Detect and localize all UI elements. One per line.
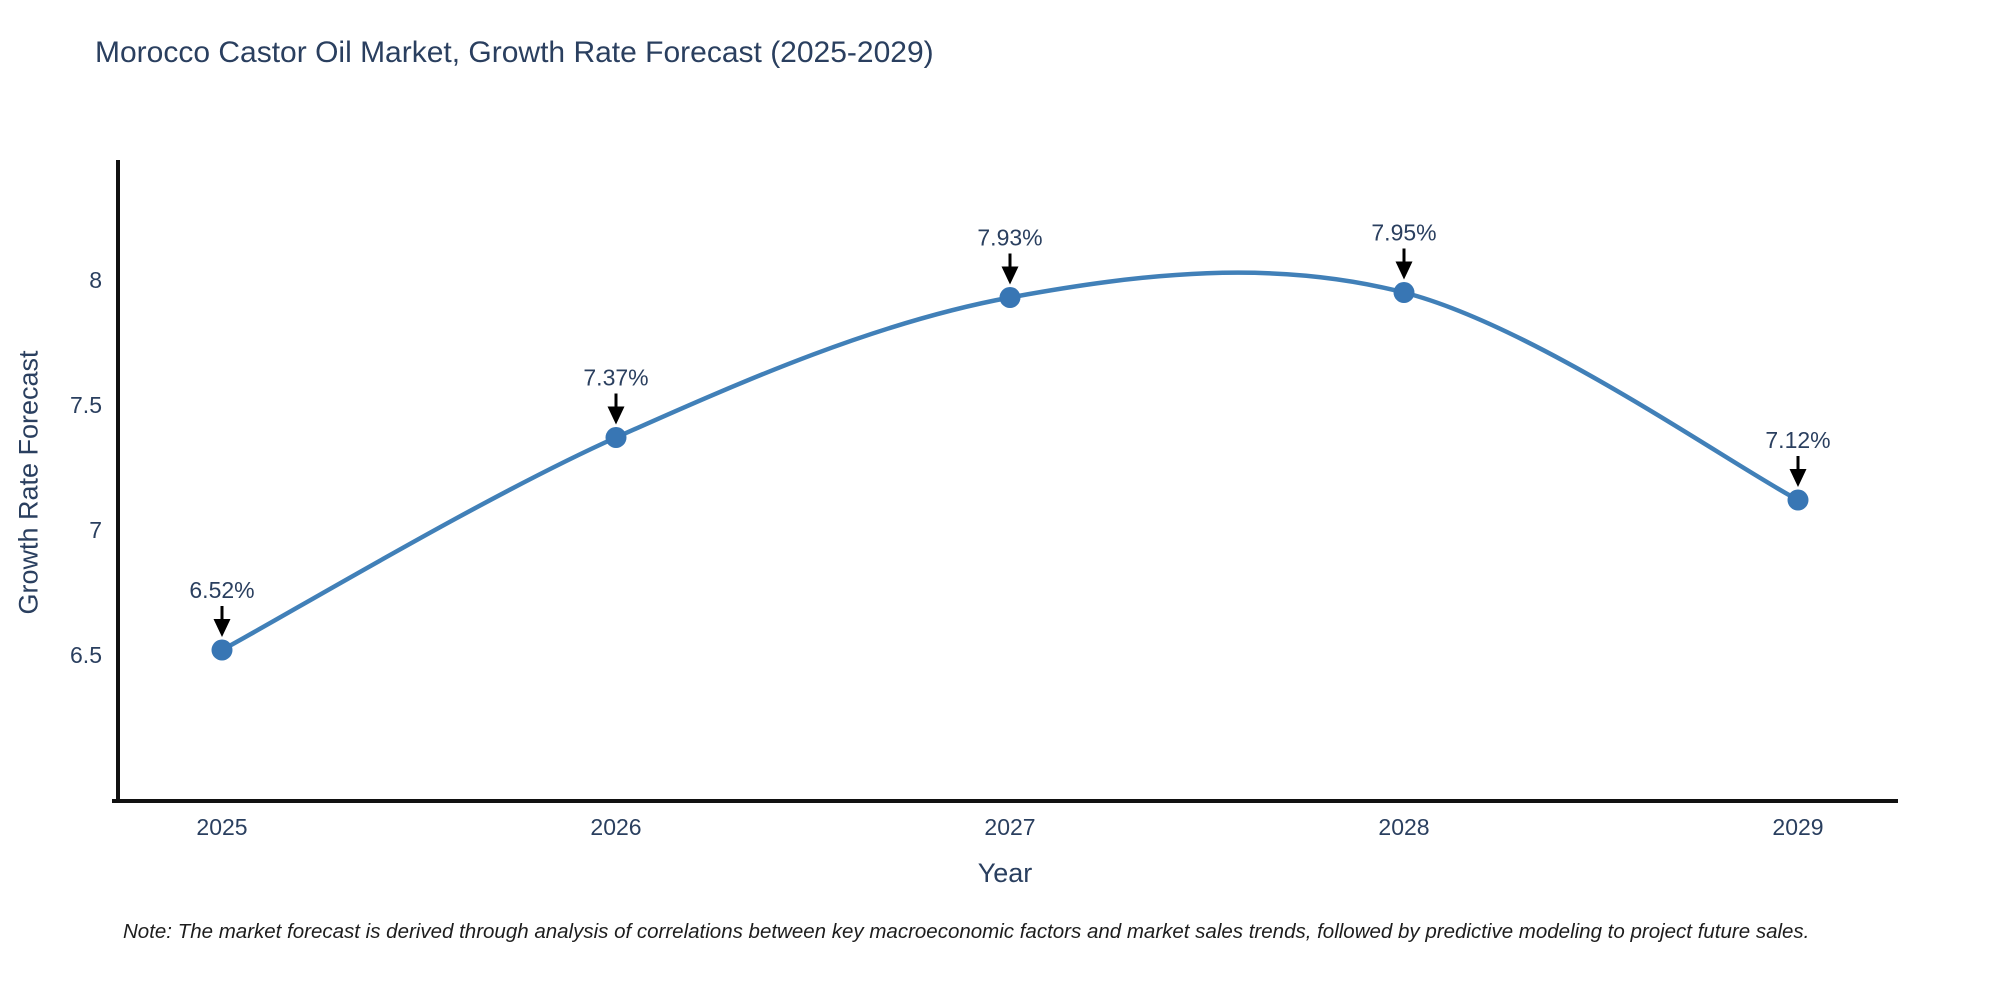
- y-tick-label: 7: [89, 517, 102, 543]
- chart-title: Morocco Castor Oil Market, Growth Rate F…: [95, 36, 934, 69]
- data-point-marker: [211, 639, 233, 661]
- footnote: Note: The market forecast is derived thr…: [123, 920, 1810, 943]
- data-point-label: 7.37%: [583, 365, 648, 391]
- annotation-arrow-head: [607, 406, 625, 425]
- x-tick-label: 2029: [1772, 814, 1823, 840]
- annotation-arrow-head: [1395, 261, 1413, 280]
- data-point-label: 6.52%: [189, 577, 254, 603]
- x-tick-label: 2025: [196, 814, 247, 840]
- data-point-marker: [1787, 489, 1809, 511]
- x-tick-label: 2028: [1378, 814, 1429, 840]
- annotation-arrow-head: [1001, 266, 1019, 285]
- y-tick-label: 8: [89, 267, 102, 293]
- data-point-marker: [999, 287, 1021, 308]
- growth-rate-line: [219, 270, 1801, 653]
- x-tick-label: 2026: [590, 814, 641, 840]
- data-point-label: 7.93%: [977, 225, 1042, 251]
- annotation-arrow-head: [213, 619, 231, 637]
- data-point-marker: [1393, 282, 1415, 303]
- data-point-label: 7.95%: [1371, 220, 1436, 246]
- y-tick-label: 7.5: [70, 392, 102, 418]
- x-tick-label: 2027: [984, 814, 1035, 840]
- data-point-label: 7.12%: [1765, 427, 1830, 453]
- annotation-arrow-head: [1789, 469, 1807, 487]
- x-axis-title: Year: [977, 858, 1033, 888]
- data-point-marker: [605, 427, 627, 448]
- y-tick-label: 6.5: [70, 642, 102, 668]
